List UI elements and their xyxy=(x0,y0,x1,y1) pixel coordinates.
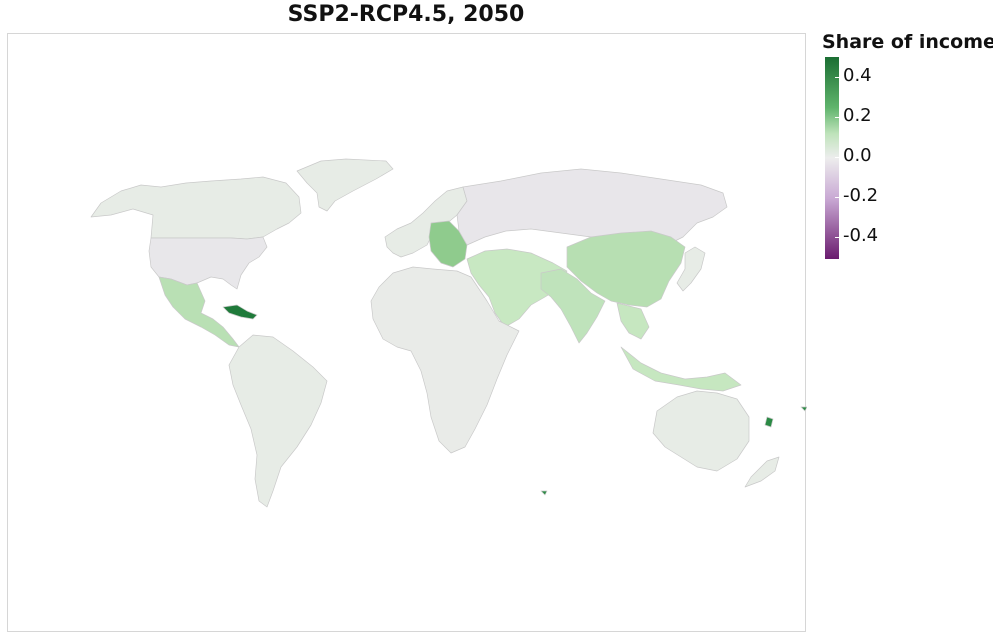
region-south-asia xyxy=(540,268,606,344)
region-southeast-asia xyxy=(616,302,742,392)
legend-color-bar xyxy=(825,57,839,259)
region-china xyxy=(566,230,686,308)
region-mexico-central-america xyxy=(158,276,240,348)
region-middle-east xyxy=(466,248,568,328)
world-map xyxy=(90,158,807,508)
region-new-zealand xyxy=(744,456,780,488)
legend-tick-label: 0.4 xyxy=(843,65,872,86)
region-australia xyxy=(652,390,750,472)
region-central-europe xyxy=(428,220,468,268)
legend-tick-label: 0.0 xyxy=(843,145,872,166)
chart-title: SSP2-RCP4.5, 2050 xyxy=(287,2,525,27)
legend-title: Share of income xyxy=(822,31,993,53)
legend-tick-mark xyxy=(835,197,839,198)
region-pacific-islands xyxy=(540,406,807,496)
map-frame xyxy=(7,33,807,632)
legend-tick-mark xyxy=(835,77,839,78)
legend-tick-label: -0.4 xyxy=(843,225,879,246)
region-africa xyxy=(370,266,520,454)
legend-tick-mark xyxy=(835,157,839,158)
region-south-america xyxy=(228,334,328,508)
legend-tick-mark xyxy=(835,237,839,238)
legend-tick-label: -0.2 xyxy=(843,185,879,206)
region-greenland xyxy=(296,158,394,212)
region-japan xyxy=(676,246,706,292)
region-north-america xyxy=(90,176,302,240)
legend-tick-label: 0.2 xyxy=(843,105,872,126)
region-caribbean xyxy=(222,304,258,320)
legend-tick-mark xyxy=(835,117,839,118)
region-russia xyxy=(456,168,728,246)
